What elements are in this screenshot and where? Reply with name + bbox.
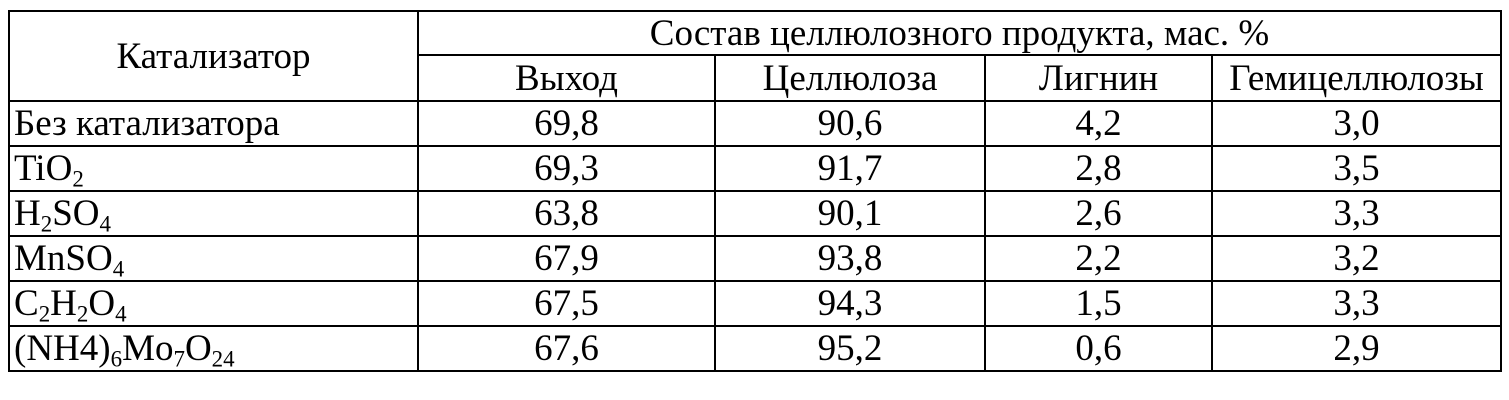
formula-text: O	[88, 283, 116, 324]
column-header-cellulose: Целлюлоза	[714, 54, 986, 102]
lignin-cell: 2,8	[984, 145, 1213, 192]
table-body: Без катализатора 69,8 90,6 4,2 3,0 TiO2 69,3 91…	[8, 100, 1503, 372]
catalyst-cell: Без катализатора	[8, 100, 419, 147]
lignin-cell: 0,6	[984, 325, 1213, 372]
header-row-sub: Выход Целлюлоза Лигнин Гемицеллюлозы	[9, 54, 1503, 102]
catalyst-cell: H2SO4	[8, 190, 419, 237]
cellulose-cell: 90,1	[714, 190, 986, 237]
cellulose-cell: 94,3	[714, 280, 986, 327]
catalyst-column-header: Катализатор	[8, 10, 419, 102]
table-row: H2SO4 63,8 90,1 2,6 3,3	[8, 190, 1503, 237]
yield-cell: 67,9	[417, 235, 716, 282]
column-header-yield: Выход	[417, 54, 716, 102]
table-row: (NH4)6Mo7O24 67,6 95,2 0,6 2,9	[8, 325, 1503, 372]
table-row: TiO2 69,3 91,7 2,8 3,5	[8, 145, 1503, 192]
formula-text: O	[184, 328, 212, 369]
table-row: C2H2O4 67,5 94,3 1,5 3,3	[8, 280, 1503, 327]
cellulose-cell: 91,7	[714, 145, 986, 192]
column-header-hemicellulose: Гемицеллюлозы	[1210, 54, 1503, 102]
hemicellulose-cell: 3,5	[1210, 145, 1503, 192]
table-row: Без катализатора 69,8 90,6 4,2 3,0	[8, 100, 1503, 147]
yield-cell: 69,8	[417, 100, 716, 147]
formula-text: MnSO	[14, 238, 113, 279]
catalyst-composition-table: Катализатор Состав целлюлозного продукта…	[8, 10, 1503, 372]
formula-text: Без катализатора	[14, 103, 280, 144]
formula-subscript: 7	[173, 346, 185, 371]
formula-subscript: 2	[72, 166, 84, 191]
formula-text: TiO	[14, 148, 73, 189]
lignin-cell: 4,2	[984, 100, 1213, 147]
hemicellulose-cell: 2,9	[1210, 325, 1503, 372]
formula-text: H	[50, 283, 77, 324]
formula-subscript: 4	[112, 256, 125, 281]
catalyst-cell: TiO2	[8, 145, 419, 192]
yield-cell: 67,5	[417, 280, 716, 327]
lignin-cell: 1,5	[984, 280, 1213, 327]
table-row: MnSO4 67,9 93,8 2,2 3,2	[8, 235, 1503, 282]
formula-subscript: 2	[38, 301, 51, 326]
formula-subscript: 6	[110, 346, 123, 371]
yield-cell: 69,3	[417, 145, 716, 192]
hemicellulose-cell: 3,3	[1210, 190, 1503, 237]
hemicellulose-cell: 3,3	[1210, 280, 1503, 327]
formula-text: C	[14, 283, 39, 324]
hemicellulose-cell: 3,2	[1210, 235, 1503, 282]
yield-cell: 67,6	[417, 325, 716, 372]
composition-group-header: Состав целлюлозного продукта, мас. %	[416, 10, 1503, 56]
formula-subscript: 24	[211, 346, 235, 371]
formula-subscript: 4	[99, 211, 111, 236]
hemicellulose-cell: 3,0	[1210, 100, 1503, 147]
cellulose-cell: 93,8	[714, 235, 986, 282]
formula-text: H	[14, 193, 41, 234]
formula-text: (NH4)	[14, 328, 111, 369]
cellulose-cell: 90,6	[714, 100, 986, 147]
formula-subscript: 4	[115, 301, 127, 326]
formula-subscript: 2	[40, 211, 53, 236]
catalyst-cell: (NH4)6Mo7O24	[8, 325, 419, 372]
catalyst-cell: C2H2O4	[8, 280, 419, 327]
lignin-cell: 2,2	[984, 235, 1213, 282]
formula-text: SO	[52, 193, 100, 234]
formula-subscript: 2	[76, 301, 89, 326]
catalyst-cell: MnSO4	[8, 235, 419, 282]
lignin-cell: 2,6	[984, 190, 1213, 237]
header-row-top: Катализатор Состав целлюлозного продукта…	[8, 10, 1503, 102]
formula-text: Mo	[122, 328, 174, 369]
column-header-lignin: Лигнин	[984, 54, 1213, 102]
cellulose-cell: 95,2	[714, 325, 986, 372]
yield-cell: 63,8	[417, 190, 716, 237]
